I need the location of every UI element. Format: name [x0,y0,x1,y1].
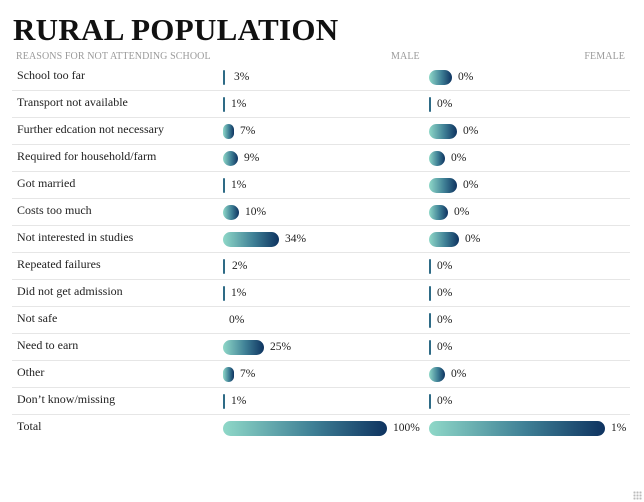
female-value-label: 0% [437,395,453,407]
chart-row: Don’t know/missing 1% 0% [12,388,630,415]
chart-row: Transport not available 1% 0% [12,91,630,118]
female-value-label: 0% [437,314,453,326]
male-value-label: 7% [240,368,256,380]
male-bar [223,178,225,193]
category-label: Not interested in studies [17,230,134,244]
category-label: Repeated failures [17,257,101,271]
female-bar [429,151,445,166]
female-value-label: 0% [451,368,467,380]
chart-row: Costs too much 10% 0% [12,199,630,226]
male-value-label: 25% [270,341,292,353]
female-bar [429,421,605,436]
chart-row: Need to earn 25% 0% [12,334,630,361]
category-label: Further edcation not necessary [17,122,164,136]
female-bar [429,394,431,409]
female-value-label: 0% [451,152,467,164]
category-label: Transport not available [17,95,128,109]
female-bar [429,286,431,301]
male-value-label: 0% [229,314,245,326]
chart-row: Did not get admission 1% 0% [12,280,630,307]
male-bar [223,367,234,382]
chart-row: Got married 1% 0% [12,172,630,199]
female-value-label: 0% [437,260,453,272]
male-value-label: 34% [285,233,307,245]
chart-rows: School too far 3% 0% Transport not availabl… [12,64,630,441]
chart-row: School too far 3% 0% [12,64,630,91]
female-bar [429,124,457,139]
female-value-label: 0% [437,287,453,299]
chart-row: Other 7% 0% [12,361,630,388]
female-bar [429,97,431,112]
male-value-label: 10% [245,206,267,218]
male-bar [223,394,225,409]
category-label: Got married [17,176,76,190]
category-label: Other [17,365,45,379]
male-bar [223,97,225,112]
male-bar [223,340,264,355]
chart-row: Required for household/farm 9% 0% [12,145,630,172]
category-label: Not safe [17,311,58,325]
chart-row: Further edcation not necessary 7% 0% [12,118,630,145]
category-label: Don’t know/missing [17,392,116,406]
female-bar [429,340,431,355]
male-value-label: 1% [231,395,247,407]
male-value-label: 7% [240,125,256,137]
category-label: Required for household/farm [17,149,157,163]
male-column-header: MALE [391,51,420,62]
resize-handle-icon[interactable] [633,491,642,500]
male-value-label: 2% [232,260,248,272]
female-bar [429,313,431,328]
male-value-label: 1% [231,287,247,299]
male-bar [223,286,225,301]
category-label: Total [17,419,42,433]
female-value-label: 0% [454,206,470,218]
male-bar [223,70,225,85]
chart-row: Total 100% 1% [12,415,630,441]
category-label: Costs too much [17,203,92,217]
male-value-label: 1% [231,179,247,191]
female-bar [429,205,448,220]
female-bar [429,70,452,85]
chart-row: Not safe 0% 0% [12,307,630,334]
female-bar [429,367,445,382]
category-label: Need to earn [17,338,79,352]
male-bar [223,259,225,274]
chart-row: Not interested in studies 34% 0% [12,226,630,253]
female-value-label: 0% [437,341,453,353]
male-value-label: 3% [234,71,250,83]
female-column-header: FEMALE [584,51,625,62]
male-bar [223,232,279,247]
male-bar [223,151,238,166]
female-bar [429,232,459,247]
category-label: Did not get admission [17,284,123,298]
male-bar [223,421,387,436]
female-value-label: 1% [611,422,627,434]
male-bar [223,124,234,139]
male-value-label: 1% [231,98,247,110]
female-value-label: 0% [463,125,479,137]
female-value-label: 0% [465,233,481,245]
female-value-label: 0% [458,71,474,83]
male-value-label: 9% [244,152,260,164]
female-value-label: 0% [463,179,479,191]
chart-title: RURAL POPULATION [13,12,339,47]
female-value-label: 0% [437,98,453,110]
chart-row: Repeated failures 2% 0% [12,253,630,280]
category-label: School too far [17,68,85,82]
reasons-column-header: REASONS FOR NOT ATTENDING SCHOOL [16,51,211,62]
female-bar [429,178,457,193]
female-bar [429,259,431,274]
male-bar [223,205,239,220]
male-value-label: 100% [393,422,420,434]
